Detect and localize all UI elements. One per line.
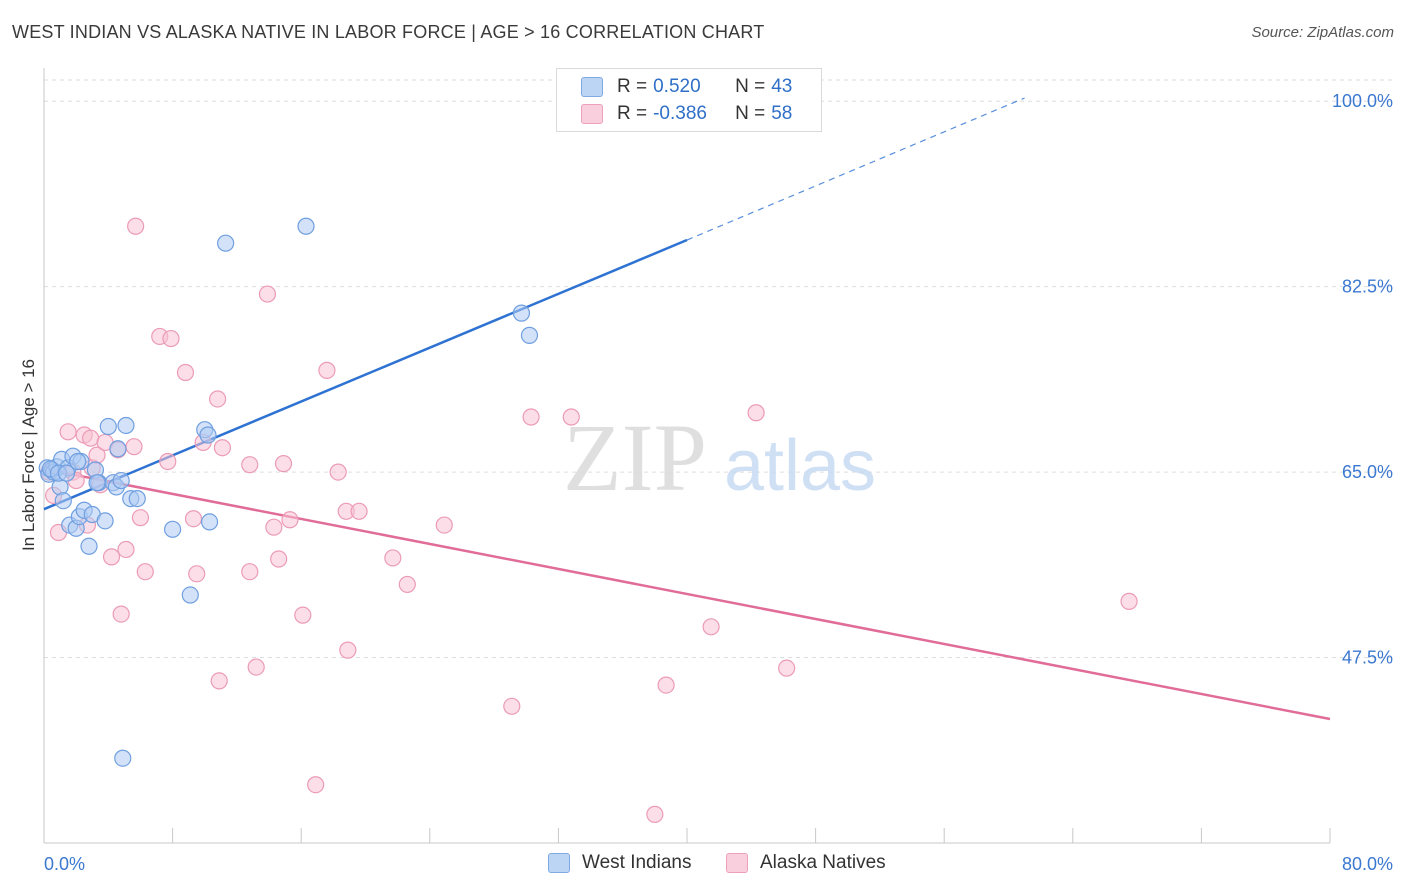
alaska-natives-point xyxy=(127,217,145,235)
alaska-natives-point xyxy=(159,452,177,471)
legend-n-label: N = xyxy=(735,103,766,124)
west-indians-point xyxy=(520,326,539,344)
alaska-natives-point xyxy=(307,776,325,794)
alaska-natives-point xyxy=(274,455,293,473)
alaska-natives-point xyxy=(270,550,288,568)
alaska-natives-point xyxy=(136,563,154,581)
alaska-natives-point xyxy=(747,404,765,422)
alaska-natives-trendline xyxy=(43,467,1331,721)
legend-n-label: N = xyxy=(735,76,766,97)
alaska-natives-point xyxy=(318,361,336,379)
watermark-atlas: atlas xyxy=(724,426,876,506)
alaska-natives-point xyxy=(398,575,416,594)
alaska-natives-point xyxy=(210,672,228,690)
alaska-natives-point xyxy=(213,439,232,457)
west-indians-point xyxy=(164,520,182,538)
y-axis-label: In Labor Force | Age > 16 xyxy=(19,359,38,551)
legend-swatch-blue xyxy=(581,77,603,97)
alaska-natives-point xyxy=(176,363,195,382)
west-indians-point xyxy=(199,426,217,444)
west-indians-point xyxy=(112,471,130,490)
west-indians-point xyxy=(200,513,219,531)
alaska-natives-point xyxy=(241,456,259,474)
axis-layer: 47.5% 65.0% 82.5% 100.0% 0.0% 80.0% xyxy=(43,68,1393,874)
y-tick-label: 82.5% xyxy=(1342,277,1393,297)
legend-row-west-indians: R = 0.520 N = 43 xyxy=(581,74,792,100)
legend-r-label: R = xyxy=(617,103,648,124)
alaska-natives-point xyxy=(188,565,206,583)
legend-row-alaska-natives: R = -0.386 N = 58 xyxy=(581,101,792,127)
alaska-natives-point xyxy=(281,511,299,529)
alaska-natives-point xyxy=(778,659,796,677)
west-indians-point xyxy=(117,416,135,435)
alaska-natives-point xyxy=(1120,592,1138,610)
west-indians-point xyxy=(69,452,87,471)
source-label: Source: ZipAtlas.com xyxy=(1251,24,1394,41)
alaska-natives-point xyxy=(241,563,259,581)
alaska-natives-point xyxy=(247,658,265,676)
point-layer xyxy=(38,217,1138,823)
west-indians-point xyxy=(88,474,106,492)
west-indians-point xyxy=(128,489,146,508)
alaska-natives-point xyxy=(125,438,143,456)
bottom-legend-label: Alaska Natives xyxy=(760,852,886,873)
watermark-zip: ZIP xyxy=(563,404,707,511)
west-indians-point xyxy=(114,749,132,767)
alaska-natives-point xyxy=(184,510,203,528)
alaska-natives-point xyxy=(657,676,675,694)
alaska-natives-point xyxy=(646,805,664,823)
y-tick-label: 47.5% xyxy=(1342,648,1393,668)
west-indians-trendline xyxy=(43,238,688,511)
alaska-natives-point xyxy=(209,390,227,408)
bottom-legend-west-indians: West Indians xyxy=(548,852,691,874)
bottom-legend-swatch-pink xyxy=(726,853,748,873)
alaska-natives-point xyxy=(131,509,150,527)
west-indians-point xyxy=(181,586,199,604)
alaska-natives-point xyxy=(503,697,521,715)
bottom-legend-alaska-natives: Alaska Natives xyxy=(726,852,886,874)
legend-r-value: -0.386 xyxy=(653,103,707,124)
alaska-natives-point xyxy=(522,408,540,426)
trend-layer xyxy=(43,97,1331,721)
alaska-natives-point xyxy=(339,641,357,659)
west-indians-point xyxy=(80,537,98,555)
legend-r-label: R = xyxy=(617,76,648,97)
alaska-natives-point xyxy=(59,423,77,441)
correlation-legend: R = 0.520 N = 43 R = -0.386 N = 58 xyxy=(556,68,822,132)
alaska-natives-point xyxy=(350,502,368,520)
west-indians-point xyxy=(109,440,127,458)
y-tick-label: 100.0% xyxy=(1332,91,1393,111)
bottom-legend-label: West Indians xyxy=(582,852,692,873)
legend-r-value: 0.520 xyxy=(653,76,701,97)
alaska-natives-point xyxy=(384,549,402,567)
legend-n-value: 58 xyxy=(771,103,793,124)
west-indians-point xyxy=(96,512,114,530)
west-indians-point xyxy=(297,217,315,235)
west-indians-point xyxy=(54,492,72,510)
y-tick-label: 65.0% xyxy=(1342,462,1393,482)
alaska-natives-point xyxy=(294,606,312,624)
alaska-natives-point xyxy=(82,429,100,447)
alaska-natives-point xyxy=(329,463,347,481)
west-indians-point xyxy=(217,234,235,252)
alaska-natives-point xyxy=(258,285,277,303)
legend-n-value: 43 xyxy=(771,76,793,97)
alaska-natives-point xyxy=(435,516,453,534)
chart-title: WEST INDIAN VS ALASKA NATIVE IN LABOR FO… xyxy=(12,22,765,42)
alaska-natives-point xyxy=(702,618,720,636)
west-indians-point xyxy=(99,417,117,436)
x-tick-label: 80.0% xyxy=(1342,854,1393,874)
alaska-natives-point xyxy=(562,408,580,426)
x-tick-label: 0.0% xyxy=(44,854,85,874)
alaska-natives-point xyxy=(117,540,135,559)
legend-swatch-pink xyxy=(581,104,603,124)
alaska-natives-point xyxy=(102,548,121,566)
bottom-legend-swatch-blue xyxy=(548,853,570,873)
alaska-natives-point xyxy=(162,329,180,348)
west-indians-point xyxy=(57,464,76,482)
alaska-natives-point xyxy=(265,518,283,536)
west-indians-point xyxy=(512,304,531,322)
alaska-natives-point xyxy=(112,605,130,623)
